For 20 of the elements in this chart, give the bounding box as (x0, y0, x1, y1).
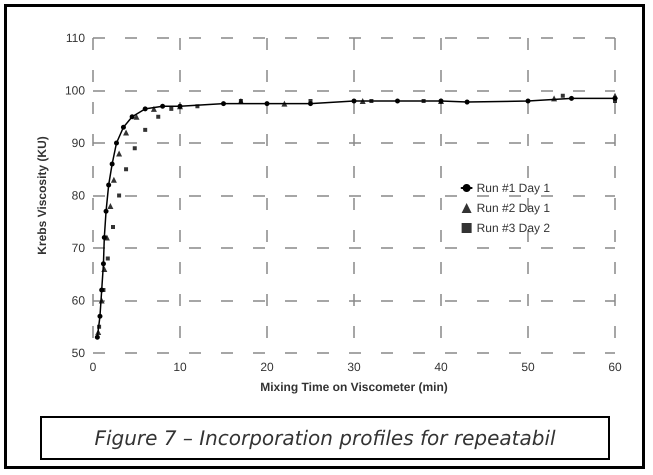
y-tick-label: 90 (72, 136, 86, 150)
x-tick-label: 50 (521, 360, 535, 374)
y-tick-label: 60 (72, 294, 86, 308)
y-tick-label: 80 (72, 188, 86, 202)
y-tick-label: 70 (72, 241, 86, 255)
legend-label: Run #1 Day 1 (476, 181, 550, 195)
x-tick-label: 0 (90, 360, 97, 374)
legend-label: Run #3 Day 2 (476, 221, 550, 235)
x-axis-title: Mixing Time on Viscometer (min) (260, 380, 448, 394)
y-tick-label: 100 (64, 84, 86, 98)
y-tick-label: 50 (72, 346, 86, 360)
legend-label: Run #2 Day 1 (476, 201, 550, 215)
caption: Figure 7 – Incorporation profiles for repeatabil (40, 416, 610, 460)
x-tick-label: 60 (608, 360, 622, 374)
y-axis-title: Krebs Viscosity (KU) (35, 136, 49, 255)
x-tick-label: 40 (434, 360, 448, 374)
y-tick-label: 110 (66, 31, 86, 45)
x-tick-label: 30 (347, 360, 361, 374)
x-tick-label: 10 (173, 360, 187, 374)
x-tick-label: 20 (260, 360, 274, 374)
